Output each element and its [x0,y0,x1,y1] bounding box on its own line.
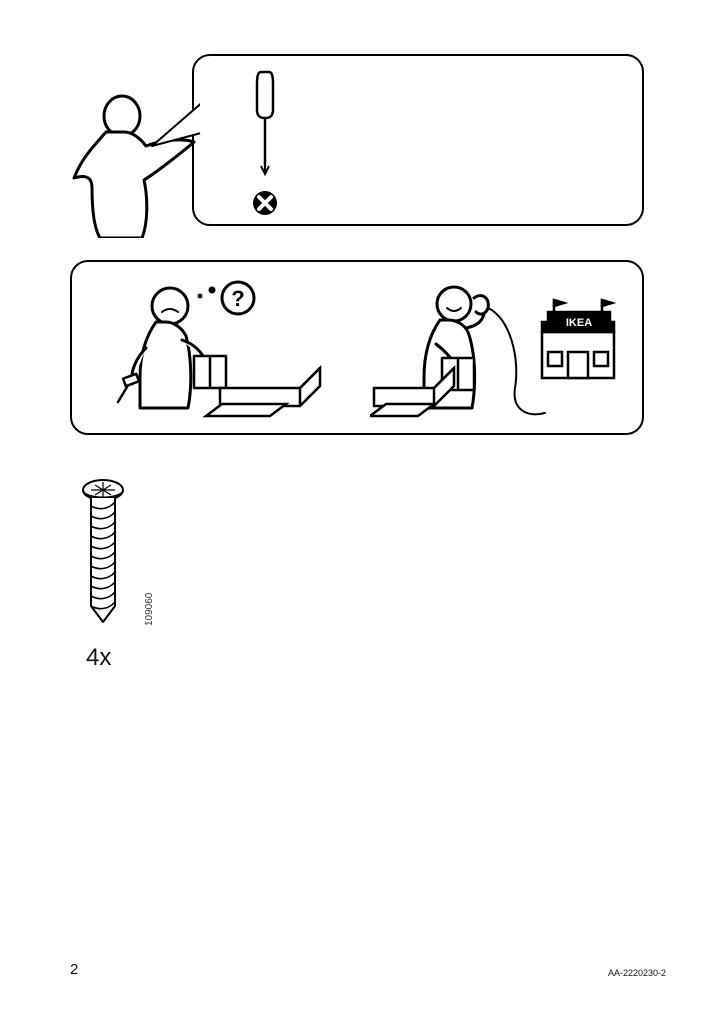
confused-person-scene: ? [110,278,340,428]
page-number: 2 [70,961,78,978]
screw-icon [78,478,128,628]
speech-tail [150,98,205,158]
screw-quantity: 4x [86,644,111,672]
no-icon [252,190,278,216]
screwdriver-icon [252,70,278,180]
screw-part-code: 109060 [144,593,155,626]
store-label: IKEA [566,317,592,329]
document-reference: AA-2220230-2 [608,968,666,978]
phone-help-scene: IKEA [370,278,630,428]
svg-text:?: ? [231,286,244,311]
